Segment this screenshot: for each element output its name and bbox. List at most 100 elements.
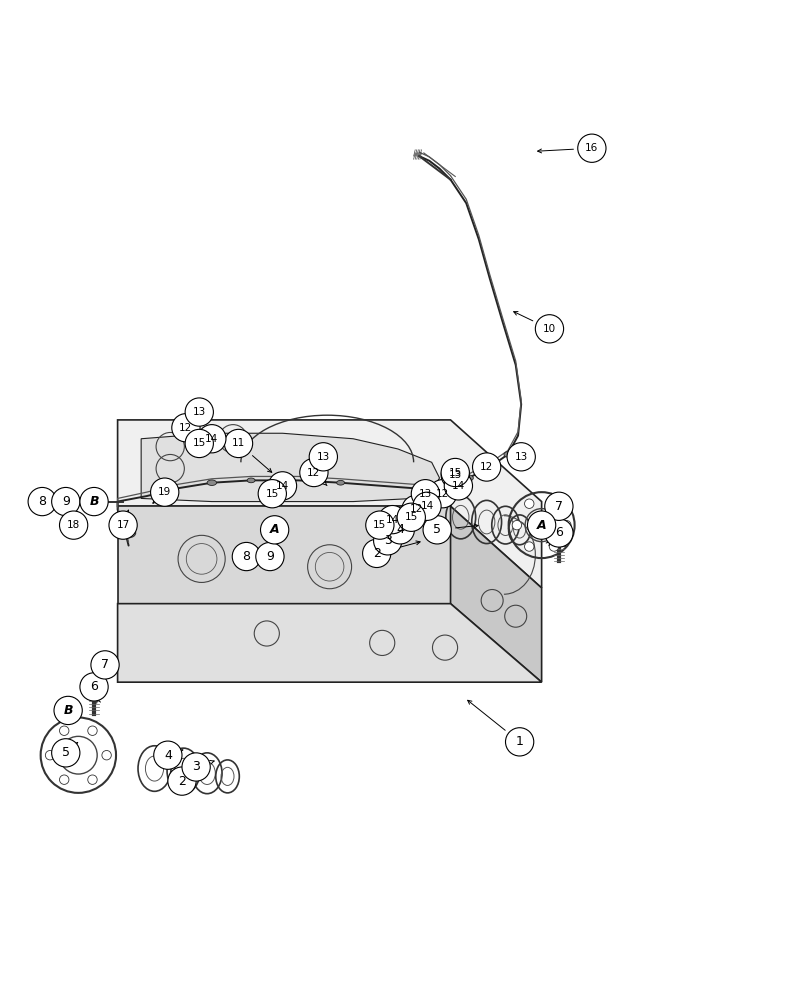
Circle shape xyxy=(185,398,214,426)
Ellipse shape xyxy=(504,452,511,457)
Ellipse shape xyxy=(464,475,474,481)
Text: B: B xyxy=(63,704,72,717)
Circle shape xyxy=(60,775,69,784)
Circle shape xyxy=(444,472,473,500)
Circle shape xyxy=(168,767,196,795)
Circle shape xyxy=(397,503,426,531)
Circle shape xyxy=(578,134,606,162)
Text: 7: 7 xyxy=(555,500,563,513)
Circle shape xyxy=(374,527,402,555)
Circle shape xyxy=(109,511,137,539)
Ellipse shape xyxy=(336,480,344,485)
Text: 2: 2 xyxy=(373,547,381,560)
Circle shape xyxy=(525,542,534,551)
Text: 5: 5 xyxy=(61,746,70,759)
Text: 4: 4 xyxy=(164,749,172,762)
Text: 11: 11 xyxy=(232,438,245,448)
Circle shape xyxy=(269,472,296,500)
Circle shape xyxy=(362,539,391,568)
Circle shape xyxy=(225,429,253,458)
Text: 3: 3 xyxy=(384,534,392,547)
Text: 8: 8 xyxy=(243,550,251,563)
Polygon shape xyxy=(451,506,541,682)
Circle shape xyxy=(172,414,200,442)
Circle shape xyxy=(309,443,337,471)
Polygon shape xyxy=(117,420,541,588)
Text: 13: 13 xyxy=(192,407,206,417)
Ellipse shape xyxy=(121,528,136,538)
Circle shape xyxy=(545,519,573,547)
Text: A: A xyxy=(537,519,546,532)
Text: 14: 14 xyxy=(452,481,465,491)
Text: 12: 12 xyxy=(436,489,449,499)
Circle shape xyxy=(46,750,55,760)
Circle shape xyxy=(87,726,97,735)
Text: 9: 9 xyxy=(266,550,274,563)
Text: 12: 12 xyxy=(307,468,321,478)
Polygon shape xyxy=(141,433,440,502)
Circle shape xyxy=(473,453,501,481)
Text: 12: 12 xyxy=(409,504,422,514)
Circle shape xyxy=(512,520,522,530)
Circle shape xyxy=(80,673,108,701)
Text: 13: 13 xyxy=(448,470,462,480)
Circle shape xyxy=(28,487,57,516)
Circle shape xyxy=(185,429,214,458)
Circle shape xyxy=(154,741,182,769)
Text: 14: 14 xyxy=(205,434,218,444)
Circle shape xyxy=(545,492,573,520)
Circle shape xyxy=(198,425,226,453)
Circle shape xyxy=(402,495,430,524)
Text: 15: 15 xyxy=(192,438,206,448)
Text: 19: 19 xyxy=(158,487,171,497)
Circle shape xyxy=(411,480,440,508)
Circle shape xyxy=(441,461,470,489)
Circle shape xyxy=(413,492,441,520)
Circle shape xyxy=(151,478,179,506)
Ellipse shape xyxy=(207,480,217,485)
Circle shape xyxy=(505,728,533,756)
Circle shape xyxy=(549,499,559,508)
Text: 15: 15 xyxy=(448,468,462,478)
Circle shape xyxy=(527,511,556,539)
Polygon shape xyxy=(117,604,541,682)
Text: 6: 6 xyxy=(555,526,563,539)
Ellipse shape xyxy=(46,497,63,509)
Text: 15: 15 xyxy=(266,489,279,499)
Circle shape xyxy=(232,542,261,571)
Text: 9: 9 xyxy=(61,495,69,508)
Text: A: A xyxy=(269,523,280,536)
Text: 14: 14 xyxy=(386,515,399,525)
Text: 18: 18 xyxy=(67,520,80,530)
Circle shape xyxy=(80,487,108,516)
Text: 4: 4 xyxy=(396,523,404,536)
Circle shape xyxy=(507,443,535,471)
Text: 17: 17 xyxy=(117,520,130,530)
Circle shape xyxy=(102,750,111,760)
Text: 15: 15 xyxy=(374,520,386,530)
Text: 13: 13 xyxy=(317,452,330,462)
Text: 10: 10 xyxy=(543,324,556,334)
Circle shape xyxy=(256,542,284,571)
Circle shape xyxy=(258,480,286,508)
Text: 14: 14 xyxy=(420,501,433,511)
Text: 1: 1 xyxy=(515,735,523,748)
Circle shape xyxy=(535,315,563,343)
Text: 12: 12 xyxy=(480,462,493,472)
Circle shape xyxy=(386,516,414,544)
Circle shape xyxy=(52,739,80,767)
Text: 7: 7 xyxy=(101,658,109,671)
Circle shape xyxy=(299,458,328,487)
Circle shape xyxy=(423,516,452,544)
Text: 2: 2 xyxy=(178,775,186,788)
Text: 14: 14 xyxy=(276,481,289,491)
Circle shape xyxy=(87,775,97,784)
Circle shape xyxy=(91,651,119,679)
Circle shape xyxy=(60,726,69,735)
Text: B: B xyxy=(89,495,98,508)
Circle shape xyxy=(525,499,534,508)
Text: 13: 13 xyxy=(515,452,528,462)
Circle shape xyxy=(429,480,457,508)
Ellipse shape xyxy=(438,483,448,489)
Text: 8: 8 xyxy=(39,495,46,508)
